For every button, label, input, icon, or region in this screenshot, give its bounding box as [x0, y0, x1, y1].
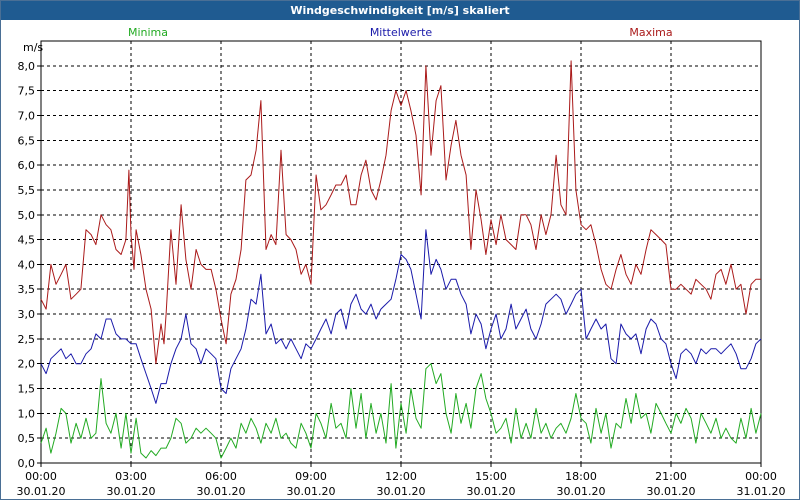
- y-tick-label: 2,5: [18, 333, 36, 346]
- x-tick-time: 06:00: [205, 470, 237, 483]
- x-tick-time: 15:00: [475, 470, 507, 483]
- y-tick-label: 1,5: [18, 383, 36, 396]
- x-tick-date: 30.01.20: [287, 485, 336, 498]
- x-tick-date: 30.01.20: [557, 485, 606, 498]
- legend-mittelwerte: Mittelwerte: [370, 26, 433, 39]
- y-tick-label: 1,0: [18, 407, 36, 420]
- y-tick-label: 4,0: [18, 258, 36, 271]
- x-tick-date: 30.01.20: [197, 485, 246, 498]
- y-tick-label: 4,5: [18, 234, 36, 247]
- x-tick-time: 18:00: [565, 470, 597, 483]
- x-tick-time: 03:00: [115, 470, 147, 483]
- y-tick-label: 0,5: [18, 432, 36, 445]
- x-tick-time: 12:00: [385, 470, 417, 483]
- x-tick-time: 00:00: [25, 470, 57, 483]
- y-tick-label: 3,0: [18, 308, 36, 321]
- y-axis-label: m/s: [23, 41, 43, 54]
- x-tick-date: 30.01.20: [377, 485, 426, 498]
- series: [40, 60, 762, 459]
- x-tick-date: 30.01.20: [107, 485, 156, 498]
- x-tick-date: 30.01.20: [647, 485, 696, 498]
- grid: [41, 41, 761, 463]
- chart-title: Windgeschwindigkeit [m/s] skaliert: [1, 1, 799, 20]
- legend-maxima: Maxima: [629, 26, 672, 39]
- y-tick-label: 8,0: [18, 60, 36, 73]
- series-line-mittelwerte: [40, 229, 762, 404]
- legend: Minima Mittelwerte Maxima: [128, 26, 673, 39]
- y-tick-label: 5,0: [18, 209, 36, 222]
- y-tick-label: 3,5: [18, 283, 36, 296]
- y-tick-label: 7,5: [18, 85, 36, 98]
- plot-frame: [40, 40, 762, 464]
- y-tick-label: 0,0: [18, 457, 36, 470]
- y-tick-label: 6,5: [18, 134, 36, 147]
- x-tick-time: 09:00: [295, 470, 327, 483]
- axes: [37, 40, 762, 467]
- y-tick-label: 2,0: [18, 358, 36, 371]
- y-tick-label: 7,0: [18, 109, 36, 122]
- series-line-minima: [40, 363, 762, 459]
- y-tick-label: 6,0: [18, 159, 36, 172]
- legend-minima: Minima: [128, 26, 168, 39]
- x-axis-ticks: 00:00 30.01.20 03:00 30.01.20 06:00 30.01.20 0…: [17, 470, 786, 498]
- x-tick-time: 21:00: [655, 470, 687, 483]
- series-line-maxima: [40, 60, 761, 365]
- x-tick-date: 31.01.20: [737, 485, 786, 498]
- y-tick-label: 5,5: [18, 184, 36, 197]
- x-tick-date: 30.01.20: [467, 485, 516, 498]
- x-tick-date: 30.01.20: [17, 485, 66, 498]
- y-axis-ticks: 0,0 0,5 1,0 1,5 2,0 2,5 3,0 3,5 4,0 4,5 5,0 5,5 6,0 6…: [18, 60, 36, 470]
- x-tick-time: 00:00: [745, 470, 777, 483]
